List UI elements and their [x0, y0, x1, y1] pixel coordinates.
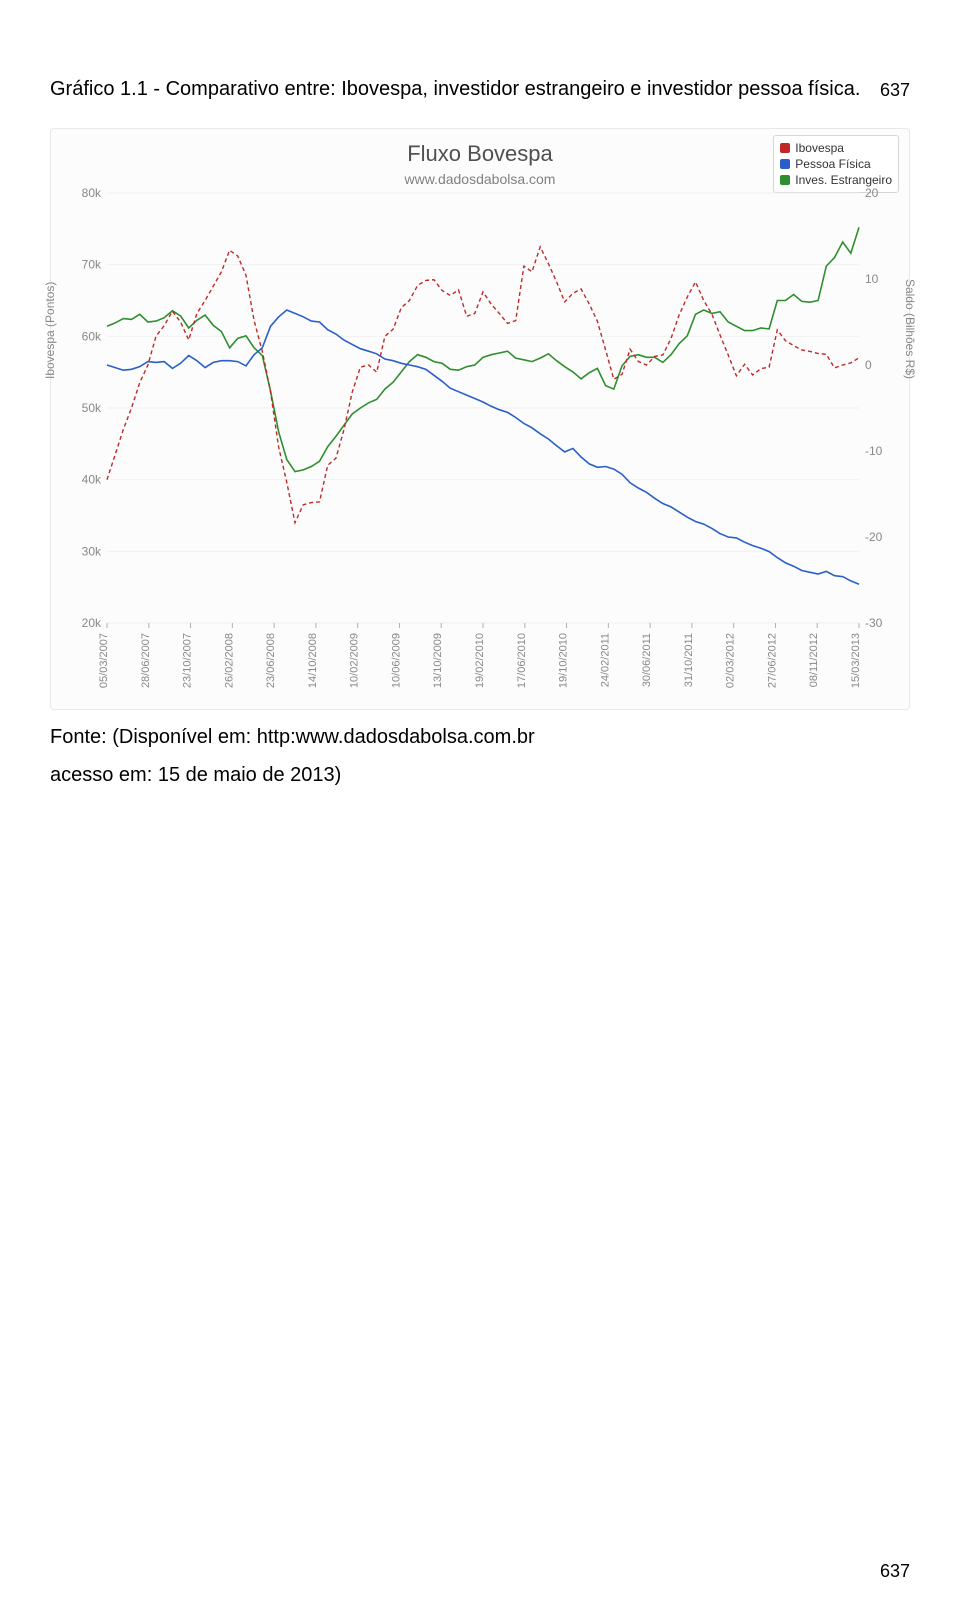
svg-text:20k: 20k [82, 616, 102, 630]
legend-swatch-ibovespa [780, 143, 790, 153]
legend-swatch-pessoa-fisica [780, 159, 790, 169]
figure-caption: Gráfico 1.1 - Comparativo entre: Ibovesp… [50, 70, 910, 108]
figure-source: Fonte: (Disponível em: http:www.dadosdab… [50, 718, 910, 794]
svg-text:-30: -30 [865, 616, 883, 630]
svg-text:26/02/2008: 26/02/2008 [223, 633, 235, 688]
legend-label: Pessoa Física [795, 156, 870, 172]
svg-text:19/10/2010: 19/10/2010 [558, 633, 570, 688]
svg-text:05/03/2007: 05/03/2007 [98, 633, 110, 688]
svg-text:31/10/2011: 31/10/2011 [683, 633, 695, 687]
svg-text:17/06/2010: 17/06/2010 [516, 633, 528, 688]
page-number-top: 637 [880, 80, 910, 101]
svg-text:19/02/2010: 19/02/2010 [474, 633, 486, 688]
legend-item: Ibovespa [780, 140, 892, 156]
svg-text:23/10/2007: 23/10/2007 [182, 633, 194, 688]
svg-text:80k: 80k [82, 186, 102, 200]
chart-container: Fluxo Bovespa www.dadosdabolsa.com Ibove… [50, 128, 910, 710]
y-axis-right-label: Saldo (Bilhões R$) [903, 279, 917, 379]
svg-text:30/06/2011: 30/06/2011 [641, 633, 653, 687]
svg-text:10/02/2009: 10/02/2009 [349, 633, 361, 688]
svg-text:40k: 40k [82, 473, 102, 487]
page: 637 Gráfico 1.1 - Comparativo entre: Ibo… [0, 70, 960, 1602]
plot-area: 20k30k40k50k60k70k80k-30-20-100102005/03… [103, 193, 863, 703]
svg-text:28/06/2007: 28/06/2007 [140, 633, 152, 688]
svg-text:60k: 60k [82, 329, 102, 343]
svg-text:20: 20 [865, 186, 879, 200]
y-axis-left-label: Ibovespa (Pontos) [43, 282, 57, 379]
svg-text:70k: 70k [82, 258, 102, 272]
legend-item: Pessoa Física [780, 156, 892, 172]
svg-text:10/06/2009: 10/06/2009 [390, 633, 402, 688]
chart-svg: 20k30k40k50k60k70k80k-30-20-100102005/03… [103, 193, 863, 703]
legend-label: Ibovespa [795, 140, 844, 156]
svg-text:13/10/2009: 13/10/2009 [432, 633, 444, 688]
source-line1: Fonte: (Disponível em: http:www.dadosdab… [50, 726, 535, 748]
svg-text:14/10/2008: 14/10/2008 [307, 633, 319, 688]
svg-text:30k: 30k [82, 544, 102, 558]
legend-swatch-estrangeiro [780, 175, 790, 185]
svg-text:27/06/2012: 27/06/2012 [766, 633, 778, 688]
page-number-bottom: 637 [880, 1561, 910, 1582]
svg-text:23/06/2008: 23/06/2008 [265, 633, 277, 688]
svg-text:15/03/2013: 15/03/2013 [850, 633, 862, 688]
svg-text:02/03/2012: 02/03/2012 [725, 633, 737, 688]
svg-text:08/11/2012: 08/11/2012 [808, 633, 820, 687]
svg-text:50k: 50k [82, 401, 102, 415]
source-line2: acesso em: 15 de maio de 2013) [50, 764, 341, 786]
svg-text:10: 10 [865, 272, 879, 286]
chart-legend: Ibovespa Pessoa Física Inves. Estrangeir… [773, 135, 899, 193]
svg-text:-20: -20 [865, 530, 883, 544]
svg-text:0: 0 [865, 358, 872, 372]
svg-text:24/02/2011: 24/02/2011 [599, 633, 611, 687]
svg-text:-10: -10 [865, 444, 883, 458]
